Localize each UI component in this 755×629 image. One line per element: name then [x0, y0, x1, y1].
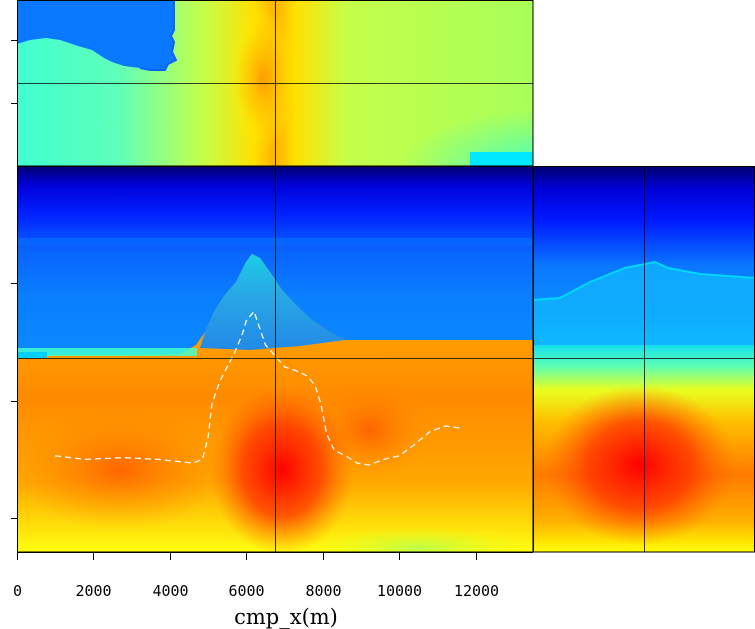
crossline-section-panel — [533, 166, 755, 552]
x-tick-label: 8000 — [305, 582, 341, 600]
crossline-red-anomaly — [545, 385, 735, 545]
crossline-bump — [533, 262, 755, 345]
depth-slice-hot-spot — [229, 8, 297, 148]
inline-green-bottom — [310, 526, 530, 552]
depth-slice-panel — [17, 0, 533, 166]
overlay-dashed-curve — [55, 310, 461, 466]
inline-salt-bump — [200, 254, 345, 350]
x-axis: 0 2000 4000 6000 8000 10000 12000 — [13, 552, 533, 600]
inline-section-panel — [17, 166, 533, 552]
inline-blue-stripe — [17, 238, 533, 246]
x-tick-label: 2000 — [75, 582, 111, 600]
inline-blue-layer — [17, 166, 533, 355]
crossline-bump-edge — [533, 260, 755, 301]
depth-slice-blue-region — [17, 0, 176, 70]
inline-cyan-edge — [17, 352, 47, 358]
x-tick-label: 4000 — [152, 582, 188, 600]
depth-slice-blue-edge — [17, 0, 178, 71]
x-tick-label: 10000 — [377, 582, 422, 600]
inline-orange-blob-left — [17, 410, 230, 530]
depth-slice-cyan-strip — [470, 152, 533, 166]
x-tick-label: 0 — [13, 582, 22, 600]
inline-cyan-boundary — [17, 348, 197, 356]
x-tick-label: 12000 — [454, 582, 499, 600]
left-ticks — [11, 40, 17, 519]
x-tick-label: 6000 — [228, 582, 264, 600]
inline-red-anomaly — [210, 385, 354, 552]
x-axis-title: cmp_x(m) — [234, 605, 338, 629]
